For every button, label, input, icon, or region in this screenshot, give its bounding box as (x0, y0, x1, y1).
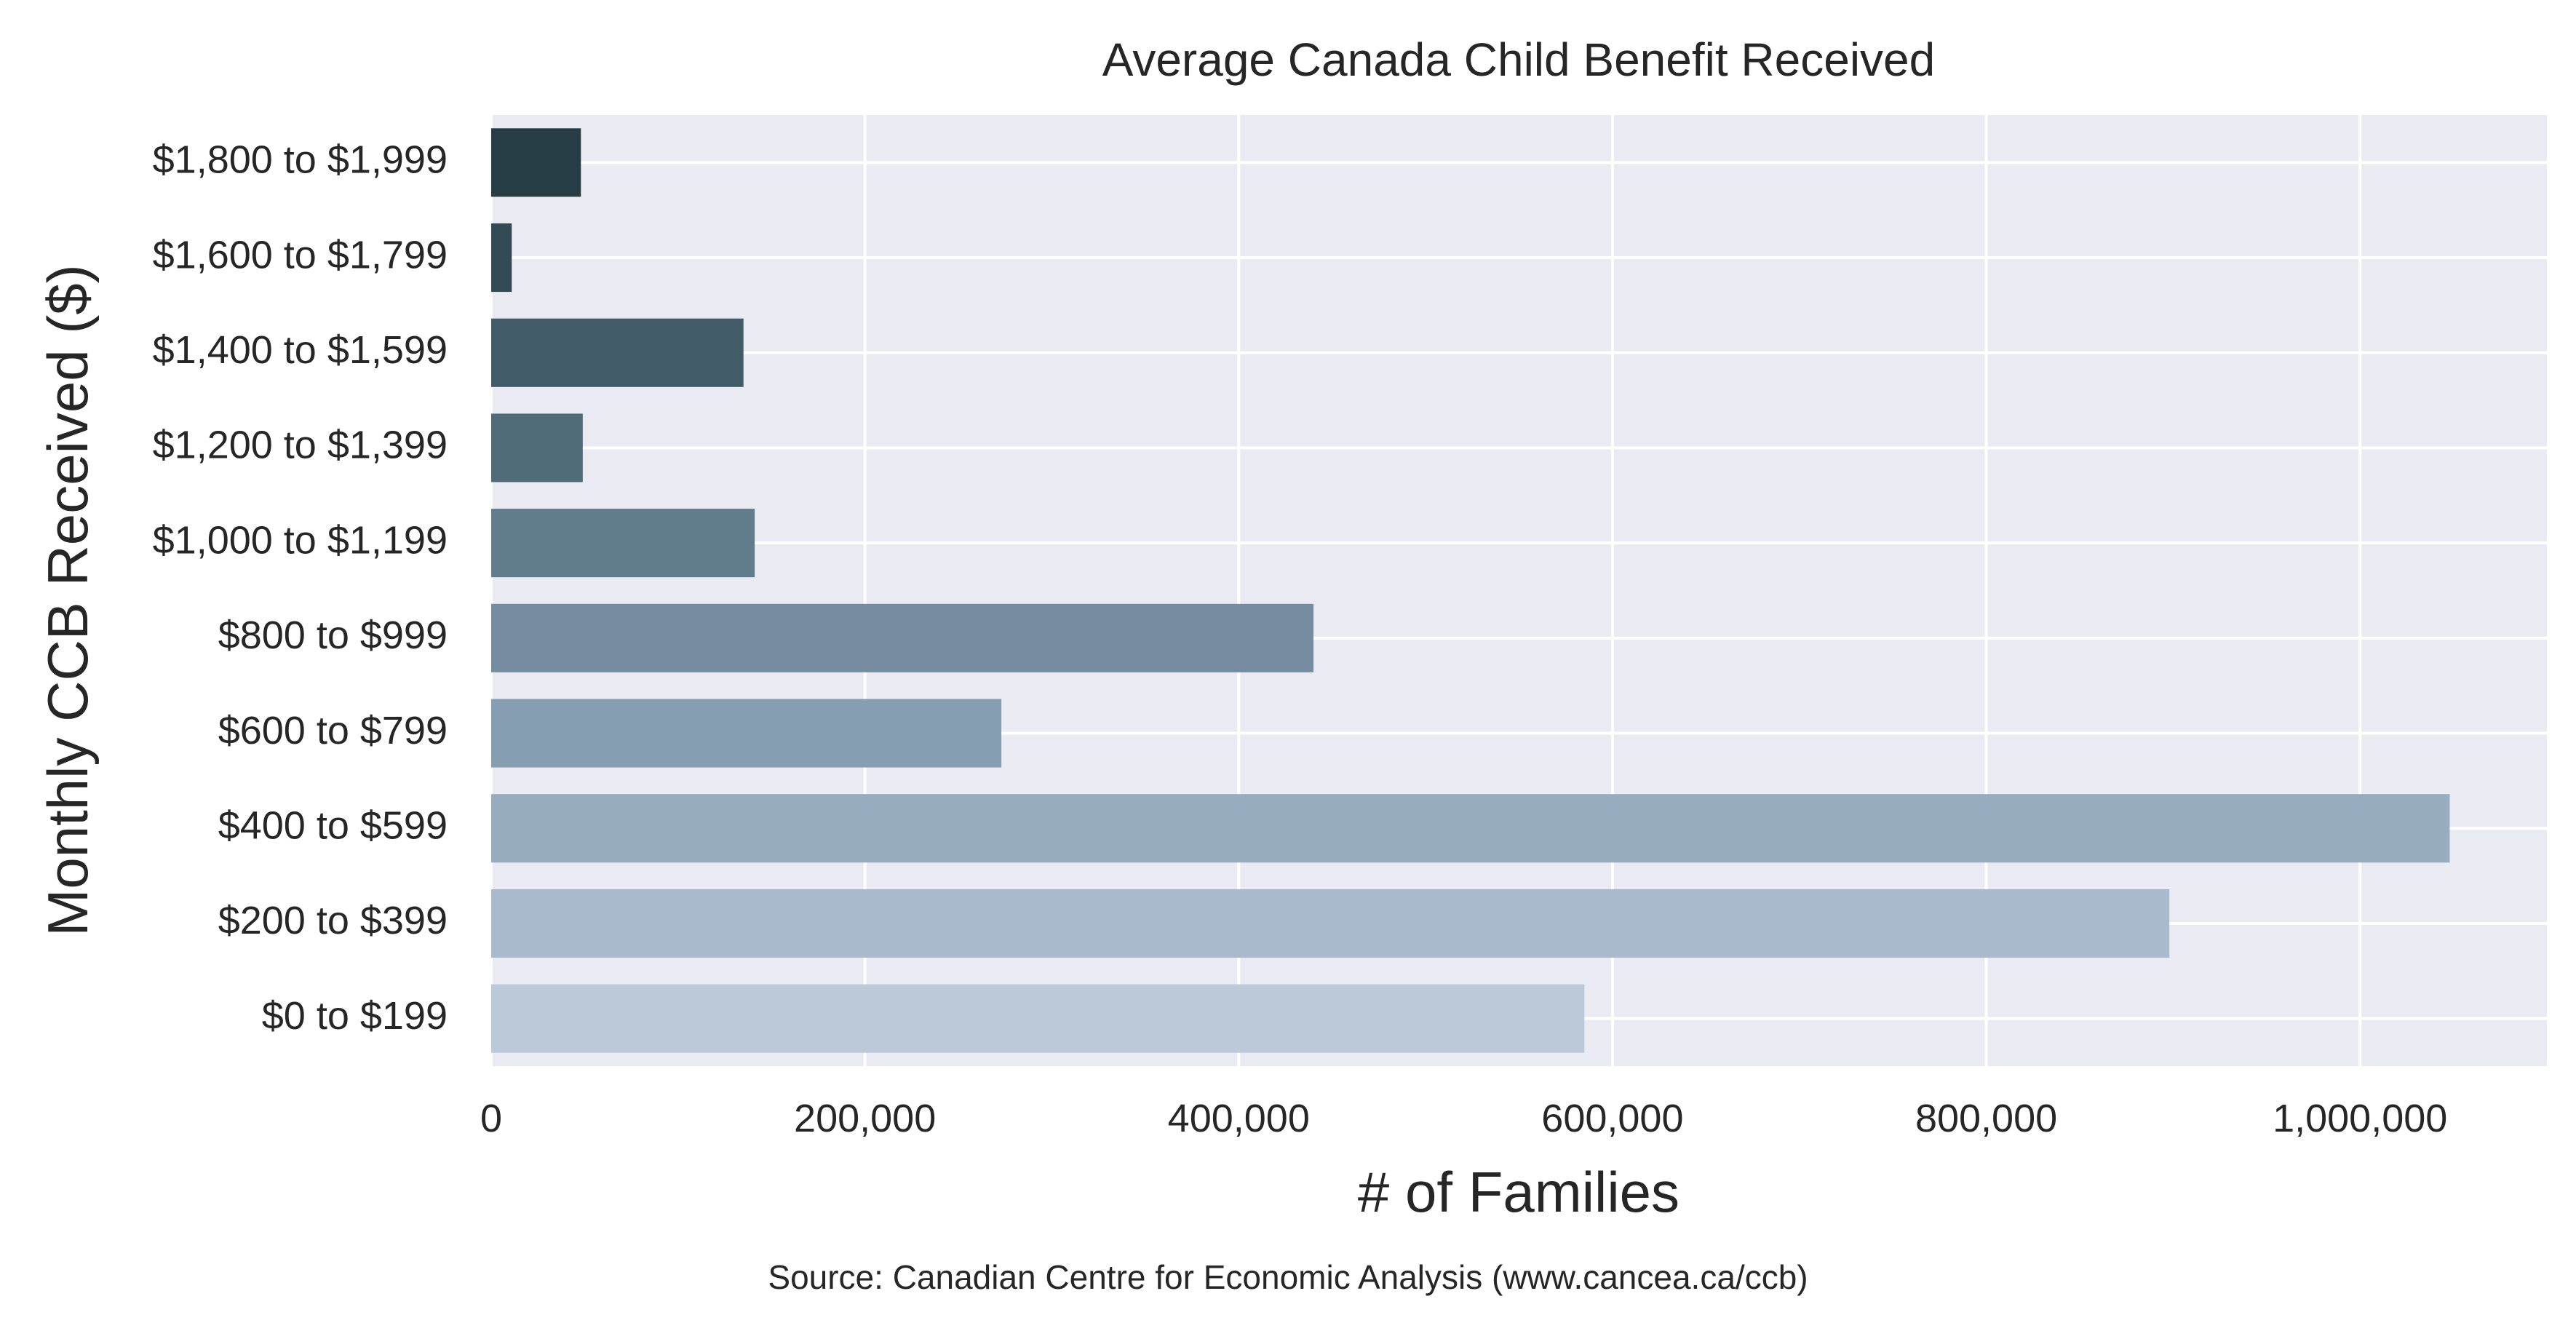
chart-title: Average Canada Child Benefit Received (1102, 33, 1935, 86)
y-tick-label: $0 to $199 (262, 994, 448, 1038)
bar (491, 318, 744, 387)
y-tick-label: $800 to $999 (218, 613, 448, 657)
y-axis-label: Monthly CCB Received ($) (36, 264, 100, 936)
x-axis-label: # of Families (1358, 1160, 1679, 1224)
y-tick-labels: $1,800 to $1,999 $1,600 to $1,799 $1,400 t… (153, 138, 448, 1038)
source-note: Source: Canadian Centre for Economic Ana… (768, 1258, 1808, 1296)
bar (491, 699, 1002, 768)
bar (491, 509, 755, 578)
y-tick-label: $1,600 to $1,799 (153, 233, 448, 277)
x-tick-label: 800,000 (1915, 1097, 2057, 1140)
x-tick-label: 1,000,000 (2273, 1097, 2447, 1140)
bar (491, 794, 2450, 863)
x-tick-label: 0 (480, 1097, 502, 1140)
bar (491, 223, 512, 293)
bar (491, 889, 2170, 958)
y-tick-label: $1,200 to $1,399 (153, 424, 448, 467)
bars (491, 128, 2450, 1053)
x-tick-label: 400,000 (1168, 1097, 1310, 1140)
y-tick-label: $1,400 to $1,599 (153, 328, 448, 372)
y-tick-label: $600 to $799 (218, 709, 448, 752)
x-tick-label: 200,000 (794, 1097, 936, 1140)
y-tick-label: $200 to $399 (218, 899, 448, 942)
x-tick-label: 600,000 (1541, 1097, 1683, 1140)
y-tick-label: $1,000 to $1,199 (153, 518, 448, 562)
y-tick-label: $1,800 to $1,999 (153, 138, 448, 182)
bar (491, 984, 1585, 1053)
bar (491, 413, 583, 482)
bar (491, 603, 1313, 672)
x-tick-labels: 0 200,000 400,000 600,000 800,000 1,000,000 (480, 1097, 2447, 1140)
y-tick-label: $400 to $599 (218, 804, 448, 848)
bar (491, 128, 581, 197)
